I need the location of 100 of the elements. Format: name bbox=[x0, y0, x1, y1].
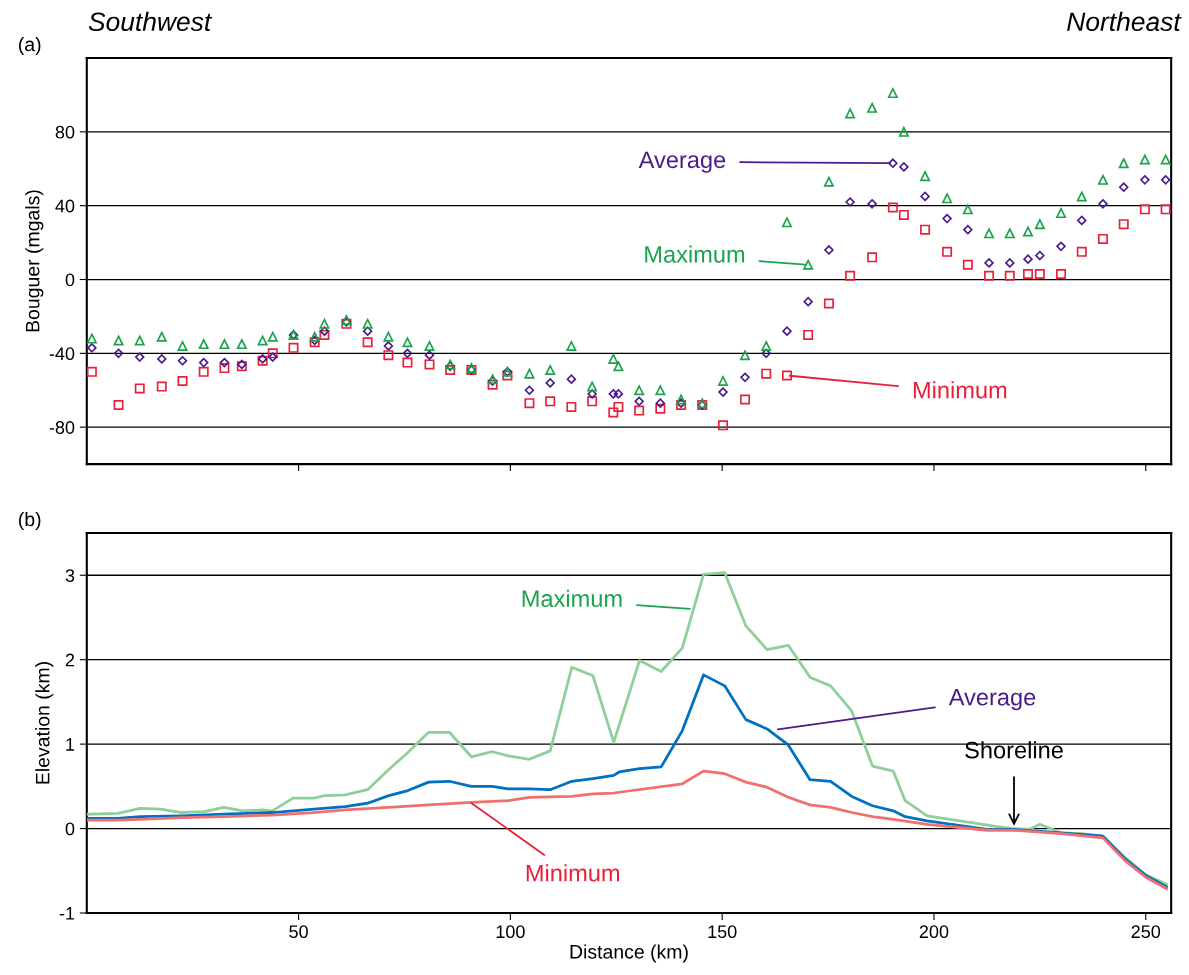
point bbox=[587, 389, 597, 399]
point bbox=[566, 340, 577, 351]
point bbox=[1139, 154, 1150, 165]
y-tick-label: 40 bbox=[55, 199, 75, 213]
point bbox=[502, 370, 513, 381]
point bbox=[156, 381, 167, 392]
point bbox=[1077, 215, 1087, 226]
point bbox=[608, 389, 619, 399]
point bbox=[424, 340, 435, 351]
point bbox=[587, 396, 598, 407]
point bbox=[761, 368, 772, 379]
point bbox=[545, 396, 556, 407]
point bbox=[219, 339, 230, 350]
point bbox=[899, 162, 909, 172]
point bbox=[424, 359, 435, 370]
point bbox=[319, 318, 330, 329]
point bbox=[1005, 258, 1015, 268]
point bbox=[487, 379, 498, 390]
point bbox=[113, 348, 124, 359]
point bbox=[920, 191, 930, 202]
point bbox=[782, 326, 792, 336]
annotation: Shoreline bbox=[965, 741, 1063, 759]
point bbox=[845, 197, 855, 207]
x-tick-label: 200 bbox=[919, 925, 949, 939]
y-tick-label: 1 bbox=[66, 738, 75, 751]
y-tick-label: 0 bbox=[65, 822, 75, 836]
annotation: Average bbox=[948, 689, 1036, 711]
point bbox=[608, 353, 619, 364]
point bbox=[613, 361, 624, 372]
point bbox=[942, 193, 953, 204]
point bbox=[524, 385, 535, 396]
point bbox=[920, 224, 931, 235]
point bbox=[608, 407, 619, 418]
point bbox=[942, 246, 953, 257]
chart-title: (b) bbox=[19, 511, 41, 531]
point bbox=[963, 224, 973, 235]
point bbox=[1056, 268, 1067, 279]
point bbox=[267, 331, 278, 342]
point bbox=[1118, 219, 1129, 230]
y-tick-label: 80 bbox=[55, 125, 75, 139]
point bbox=[740, 372, 750, 383]
line-series bbox=[86, 769, 1168, 890]
x-tick-label: 100 bbox=[496, 925, 525, 939]
y-tick-label: -40 bbox=[49, 347, 75, 361]
line-series bbox=[86, 571, 1168, 886]
point bbox=[198, 339, 209, 350]
point bbox=[86, 333, 97, 344]
point bbox=[1022, 268, 1033, 279]
point bbox=[634, 385, 645, 396]
annotation: Average bbox=[638, 151, 726, 173]
point bbox=[823, 176, 834, 187]
point bbox=[402, 348, 413, 359]
point bbox=[134, 383, 145, 394]
point bbox=[634, 396, 644, 407]
point bbox=[1160, 175, 1171, 185]
chart-title: (a) bbox=[19, 36, 41, 56]
point bbox=[524, 368, 535, 379]
point bbox=[87, 343, 97, 353]
point bbox=[984, 228, 995, 239]
point bbox=[1056, 208, 1067, 219]
point bbox=[362, 318, 373, 329]
x-tick-label: 150 bbox=[708, 925, 737, 939]
annotation: Minimum bbox=[526, 864, 620, 882]
point bbox=[566, 374, 577, 384]
point bbox=[887, 202, 898, 213]
x-axis-title: Distance (km) bbox=[570, 944, 688, 963]
point bbox=[867, 252, 878, 263]
point bbox=[613, 389, 624, 399]
point bbox=[198, 357, 209, 368]
point bbox=[824, 245, 834, 255]
y-tick-label: 2 bbox=[65, 653, 75, 667]
point bbox=[267, 352, 278, 362]
point bbox=[740, 394, 751, 405]
point bbox=[761, 340, 772, 351]
y-tick-label: 0 bbox=[65, 273, 75, 287]
point bbox=[984, 270, 995, 281]
point bbox=[134, 335, 145, 346]
point bbox=[887, 88, 898, 99]
text: Northeast bbox=[1067, 11, 1182, 32]
point bbox=[962, 204, 973, 215]
annotation: Minimum bbox=[913, 381, 1007, 399]
point bbox=[613, 401, 624, 412]
point bbox=[867, 102, 878, 113]
point bbox=[1076, 191, 1087, 202]
point bbox=[309, 331, 320, 342]
point bbox=[402, 357, 413, 368]
point bbox=[362, 337, 373, 348]
point bbox=[655, 398, 666, 408]
point bbox=[545, 364, 556, 375]
point bbox=[845, 270, 856, 281]
x-tick-label: 50 bbox=[289, 925, 308, 939]
point bbox=[198, 366, 209, 377]
point bbox=[1035, 250, 1045, 261]
point bbox=[867, 199, 877, 209]
y-tick-label: -1 bbox=[59, 907, 75, 920]
point bbox=[383, 331, 394, 342]
point bbox=[1004, 228, 1015, 239]
point bbox=[962, 259, 973, 270]
point bbox=[1097, 174, 1108, 185]
point bbox=[803, 329, 814, 340]
